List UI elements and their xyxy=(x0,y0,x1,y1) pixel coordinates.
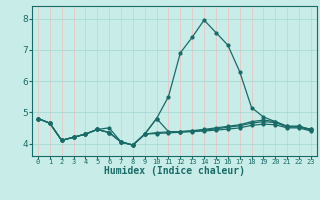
X-axis label: Humidex (Indice chaleur): Humidex (Indice chaleur) xyxy=(104,166,245,176)
